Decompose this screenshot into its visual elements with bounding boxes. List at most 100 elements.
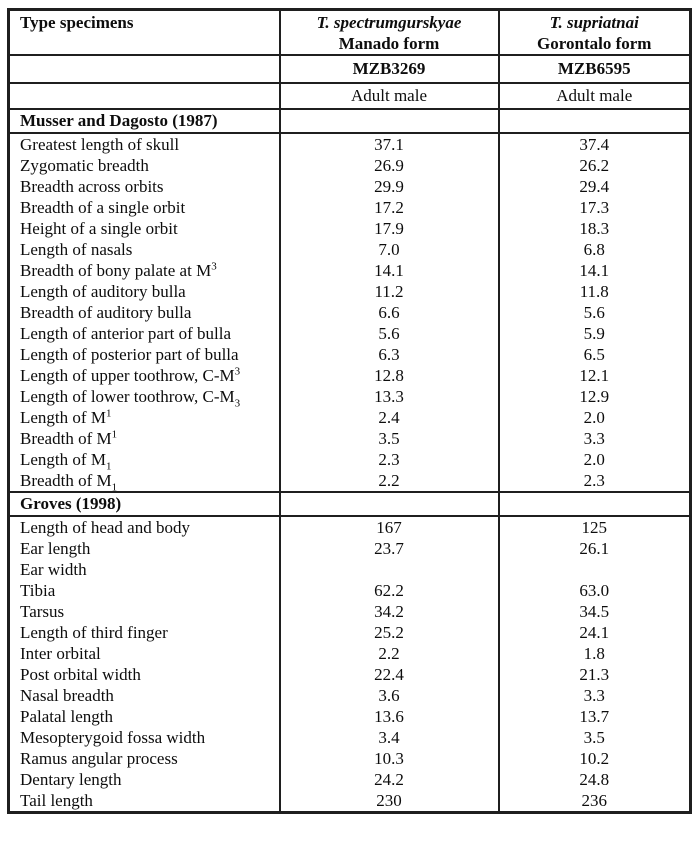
empty-cell bbox=[8, 83, 281, 110]
section-heading: Groves (1998) bbox=[8, 491, 281, 517]
measurement-label: Mesopterygoid fossa width bbox=[8, 727, 281, 748]
value-manado: 3.4 bbox=[279, 727, 500, 748]
specimen-id-manado: MZB3269 bbox=[279, 55, 500, 84]
measurement-row: Breadth across orbits 29.9 29.4 bbox=[8, 176, 691, 197]
value-manado: 2.4 bbox=[279, 407, 500, 428]
value-gorontalo: 2.0 bbox=[583, 450, 605, 469]
value-manado: 2.2 bbox=[279, 643, 500, 664]
type-specimens-table: Type specimens T. spectrumgurskyae Manad… bbox=[7, 8, 692, 814]
measurement-label: Length of lower toothrow, C-M3 bbox=[8, 386, 281, 407]
value-manado: 34.2 bbox=[279, 601, 500, 622]
empty-cell bbox=[498, 491, 691, 517]
measurement-label: Nasal breadth bbox=[8, 685, 281, 706]
measurement-row: Breadth of a single orbit 17.2 17.3 bbox=[8, 197, 691, 218]
value-gorontalo: 236 bbox=[581, 791, 608, 810]
measurement-row: Mesopterygoid fossa width 3.4 3.5 bbox=[8, 727, 691, 748]
species-name: T. spectrumgurskyae bbox=[316, 13, 462, 32]
value-gorontalo: 12.1 bbox=[579, 366, 610, 385]
form-name: Gorontalo form bbox=[537, 34, 652, 53]
value-gorontalo: 3.5 bbox=[583, 728, 605, 747]
value-manado: 23.7 bbox=[279, 538, 500, 559]
measurement-row: Length of third finger 25.2 24.1 bbox=[8, 622, 691, 643]
value-gorontalo: 17.3 bbox=[579, 198, 610, 217]
value-gorontalo: 26.2 bbox=[579, 156, 610, 175]
measurement-label: Length of M1 bbox=[8, 449, 281, 470]
value-gorontalo bbox=[499, 559, 691, 580]
measurement-row: Zygomatic breadth 26.9 26.2 bbox=[8, 155, 691, 176]
value-gorontalo: 34.5 bbox=[579, 602, 610, 621]
value-gorontalo: 2.0 bbox=[583, 408, 605, 427]
measurement-label: Post orbital width bbox=[8, 664, 281, 685]
value-gorontalo: 5.9 bbox=[583, 324, 605, 343]
header-col-gorontalo: T. supriatnai Gorontalo form bbox=[498, 9, 691, 56]
measurement-label: Breadth of M1 bbox=[8, 428, 281, 449]
measurement-label: Length of upper toothrow, C-M3 bbox=[8, 365, 281, 386]
measurement-label: Palatal length bbox=[8, 706, 281, 727]
empty-cell bbox=[279, 108, 500, 134]
measurement-row: Height of a single orbit 17.9 18.3 bbox=[8, 218, 691, 239]
measurement-label: Breadth of bony palate at M3 bbox=[8, 260, 281, 281]
species-name: T. supriatnai bbox=[549, 13, 639, 32]
measurement-row: Nasal breadth 3.6 3.3 bbox=[8, 685, 691, 706]
table-body: Type specimens T. spectrumgurskyae Manad… bbox=[8, 9, 691, 813]
form-name: Manado form bbox=[338, 34, 440, 53]
measurement-label: Tarsus bbox=[8, 601, 281, 622]
measurement-row: Dentary length 24.2 24.8 bbox=[8, 769, 691, 790]
value-gorontalo: 6.5 bbox=[583, 345, 605, 364]
value-manado: 62.2 bbox=[279, 580, 500, 601]
measurement-row: Tail length 230 236 bbox=[8, 790, 691, 813]
value-manado: 12.8 bbox=[279, 365, 500, 386]
value-manado: 29.9 bbox=[279, 176, 500, 197]
value-gorontalo: 37.4 bbox=[579, 135, 610, 154]
value-gorontalo: 13.7 bbox=[579, 707, 610, 726]
measurement-label: Length of third finger bbox=[8, 622, 281, 643]
measurement-label: Ear width bbox=[8, 559, 281, 580]
measurement-label: Ramus angular process bbox=[8, 748, 281, 769]
measurement-row: Tibia 62.2 63.0 bbox=[8, 580, 691, 601]
measurement-row: Breadth of auditory bulla 6.6 5.6 bbox=[8, 302, 691, 323]
value-gorontalo: 6.8 bbox=[583, 240, 605, 259]
value-manado: 230 bbox=[279, 790, 500, 813]
value-manado: 7.0 bbox=[279, 239, 500, 260]
value-manado: 3.5 bbox=[279, 428, 500, 449]
section-heading-row: Groves (1998) bbox=[8, 491, 691, 517]
measurement-label: Tail length bbox=[8, 790, 281, 813]
value-gorontalo: 125 bbox=[581, 518, 608, 537]
measurement-row: Tarsus 34.2 34.5 bbox=[8, 601, 691, 622]
measurement-label: Breadth of auditory bulla bbox=[8, 302, 281, 323]
measurement-label: Ear length bbox=[8, 538, 281, 559]
measurement-label: Breadth across orbits bbox=[8, 176, 281, 197]
measurement-label: Dentary length bbox=[8, 769, 281, 790]
measurement-label: Length of posterior part of bulla bbox=[8, 344, 281, 365]
value-manado: 5.6 bbox=[279, 323, 500, 344]
measurement-label: Breadth of a single orbit bbox=[8, 197, 281, 218]
specimen-sex-row: Adult male Adult male bbox=[8, 83, 691, 110]
section-heading-row: Musser and Dagosto (1987) bbox=[8, 108, 691, 134]
measurement-label: Greatest length of skull bbox=[8, 133, 281, 155]
value-gorontalo: 18.3 bbox=[579, 219, 610, 238]
value-gorontalo: 21.3 bbox=[579, 665, 610, 684]
specimen-id-row: MZB3269 MZB6595 bbox=[8, 55, 691, 84]
specimen-sex-manado: Adult male bbox=[279, 83, 500, 110]
value-gorontalo: 3.3 bbox=[583, 686, 605, 705]
value-gorontalo: 10.2 bbox=[579, 749, 610, 768]
measurement-label: Height of a single orbit bbox=[8, 218, 281, 239]
value-manado: 2.3 bbox=[279, 449, 500, 470]
value-manado: 22.4 bbox=[279, 664, 500, 685]
value-gorontalo: 24.1 bbox=[579, 623, 610, 642]
measurement-row: Greatest length of skull 37.1 37.4 bbox=[8, 133, 691, 155]
value-manado: 13.6 bbox=[279, 706, 500, 727]
measurement-label: Length of nasals bbox=[8, 239, 281, 260]
measurement-row: Ear width bbox=[8, 559, 691, 580]
empty-cell bbox=[8, 55, 281, 84]
measurement-row: Ramus angular process 10.3 10.2 bbox=[8, 748, 691, 769]
measurement-row: Length of posterior part of bulla 6.3 6.5 bbox=[8, 344, 691, 365]
header-row: Type specimens T. spectrumgurskyae Manad… bbox=[8, 9, 691, 56]
measurement-row: Length of anterior part of bulla 5.6 5.9 bbox=[8, 323, 691, 344]
measurement-label: Length of head and body bbox=[8, 516, 281, 538]
value-gorontalo: 14.1 bbox=[579, 261, 610, 280]
measurement-row: Length of M1 2.4 2.0 bbox=[8, 407, 691, 428]
value-manado: 25.2 bbox=[279, 622, 500, 643]
measurement-row: Breadth of bony palate at M3 14.1 14.1 bbox=[8, 260, 691, 281]
measurement-row: Length of M1 2.3 2.0 bbox=[8, 449, 691, 470]
